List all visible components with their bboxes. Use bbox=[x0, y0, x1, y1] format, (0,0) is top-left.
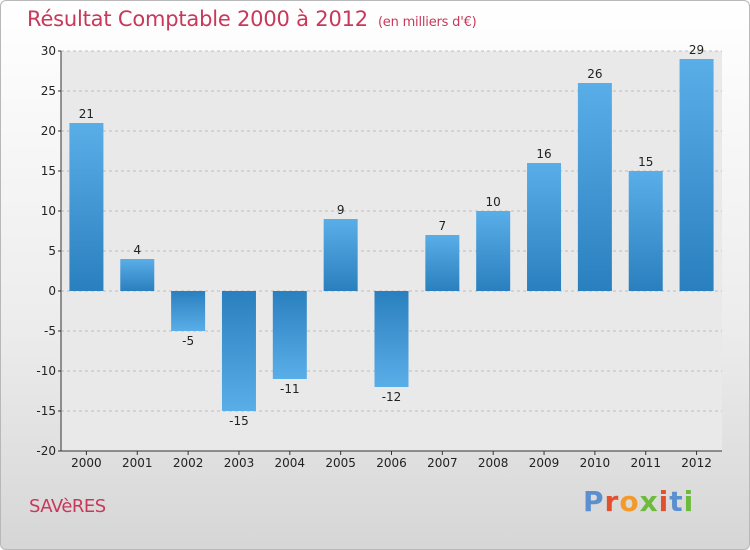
x-tick-label: 2012 bbox=[681, 456, 712, 470]
x-tick-label: 2010 bbox=[580, 456, 611, 470]
logo-letter: t bbox=[669, 485, 684, 518]
x-tick-label: 2005 bbox=[325, 456, 356, 470]
bar-2000[interactable] bbox=[69, 123, 104, 291]
y-tick-label: 25 bbox=[41, 84, 56, 98]
x-tick-label: 2003 bbox=[224, 456, 255, 470]
x-tick-label: 2000 bbox=[71, 456, 102, 470]
proxiti-logo[interactable]: Proxiti bbox=[583, 485, 694, 518]
data-label-2005: 9 bbox=[337, 203, 345, 217]
data-label-2002: -5 bbox=[182, 334, 194, 348]
bar-2006[interactable] bbox=[374, 291, 409, 387]
y-tick-label: -20 bbox=[36, 444, 56, 458]
y-tick-label: 10 bbox=[41, 204, 56, 218]
x-tick-label: 2009 bbox=[529, 456, 560, 470]
logo-letter: P bbox=[583, 485, 605, 518]
data-label-2001: 4 bbox=[133, 243, 141, 257]
bar-2012[interactable] bbox=[679, 59, 714, 291]
chart-subtitle: (en milliers d'€) bbox=[377, 15, 477, 30]
logo-letter: i bbox=[683, 485, 695, 518]
commune-name: SAVèRES bbox=[29, 496, 106, 517]
x-tick-label: 2007 bbox=[427, 456, 458, 470]
data-label-2004: -11 bbox=[280, 382, 300, 396]
bar-2004[interactable] bbox=[272, 291, 307, 379]
bar-2001[interactable] bbox=[120, 259, 155, 291]
bar-2010[interactable] bbox=[577, 83, 612, 291]
logo-letter: i bbox=[658, 485, 670, 518]
data-label-2010: 26 bbox=[587, 67, 602, 81]
bar-2008[interactable] bbox=[476, 211, 511, 291]
y-tick-label: 20 bbox=[41, 124, 56, 138]
y-tick-label: 30 bbox=[41, 44, 56, 58]
bar-2002[interactable] bbox=[171, 291, 206, 331]
data-label-2000: 21 bbox=[79, 107, 94, 121]
data-label-2008: 10 bbox=[486, 195, 501, 209]
data-label-2007: 7 bbox=[439, 219, 447, 233]
x-tick-label: 2008 bbox=[478, 456, 509, 470]
y-tick-label: 15 bbox=[41, 164, 56, 178]
data-label-2003: -15 bbox=[229, 414, 249, 428]
bar-2009[interactable] bbox=[527, 163, 562, 291]
bar-2007[interactable] bbox=[425, 235, 460, 291]
x-tick-label: 2006 bbox=[376, 456, 407, 470]
x-tick-label: 2011 bbox=[630, 456, 661, 470]
data-label-2009: 16 bbox=[536, 147, 551, 161]
logo-letter: r bbox=[604, 485, 620, 518]
y-tick-label: 5 bbox=[48, 244, 56, 258]
chart-title: Résultat Comptable 2000 à 2012 (en millie… bbox=[27, 7, 477, 31]
y-tick-label: 0 bbox=[48, 284, 56, 298]
logo-letter: o bbox=[619, 485, 640, 518]
data-label-2011: 15 bbox=[638, 155, 653, 169]
y-tick-label: -10 bbox=[36, 364, 56, 378]
x-tick-label: 2004 bbox=[275, 456, 306, 470]
data-label-2012: 29 bbox=[689, 43, 704, 57]
bar-2011[interactable] bbox=[628, 171, 663, 291]
bar-2005[interactable] bbox=[323, 219, 358, 291]
bar-2003[interactable] bbox=[221, 291, 256, 411]
y-tick-label: -15 bbox=[36, 404, 56, 418]
x-tick-label: 2001 bbox=[122, 456, 153, 470]
data-label-2006: -12 bbox=[382, 390, 402, 404]
y-tick-label: -5 bbox=[44, 324, 56, 338]
logo-letter: x bbox=[639, 485, 659, 518]
x-tick-label: 2002 bbox=[173, 456, 204, 470]
